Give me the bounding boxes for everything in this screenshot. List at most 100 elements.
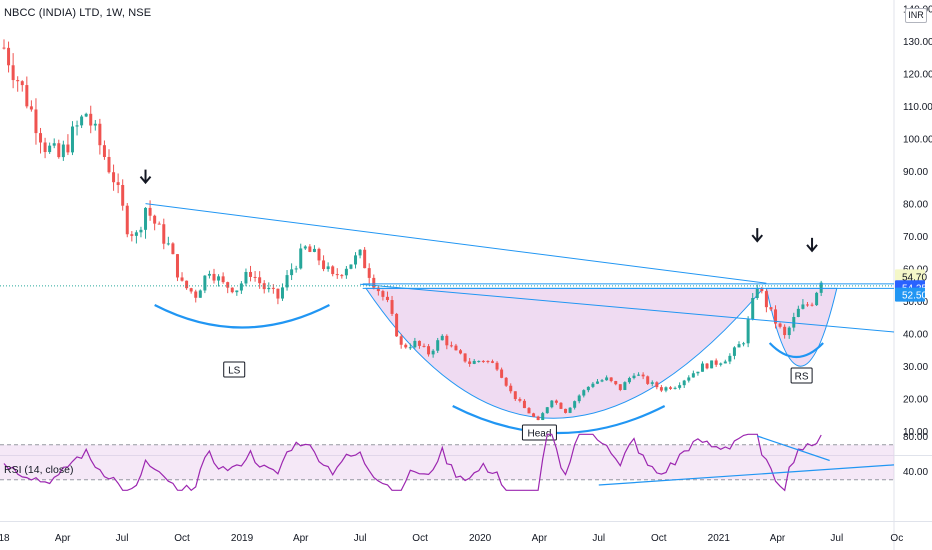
candle-down [175,254,179,278]
candle-down [669,387,673,389]
candle-down [714,360,718,365]
candle-up [436,340,440,351]
candle-up [591,383,595,387]
candle-down [20,81,24,86]
candle-down [66,144,70,153]
price-tick-label: 90.00 [903,167,928,178]
rsi-support-line [598,464,895,486]
candle-up [61,144,65,158]
rsi-tick-label: 80.00 [903,432,928,443]
candle-down [102,145,106,157]
candle-down [57,143,61,158]
candle-up [75,125,79,127]
price-tick-label: 120.00 [903,70,932,81]
candle-down [226,282,230,288]
candle-up [217,276,221,281]
candle-up [166,243,170,245]
candle-up [568,407,572,413]
left-shoulder-arc [154,304,330,329]
candle-down [372,277,376,288]
candle-down [107,156,111,173]
candle-down [98,123,102,146]
peak-arrow-icon [751,234,764,243]
candle-down [427,346,431,355]
rsi-pane: 80.00 40.00 [0,432,928,492]
candle-down [705,363,709,369]
candle-down [449,345,453,347]
candle-down [258,277,262,284]
candle-down [221,276,225,283]
candle-down [212,273,216,281]
rs-pattern-fill [765,287,838,367]
candle-down [536,416,540,421]
candle-down [805,304,809,306]
time-tick-label: Jul [830,533,843,544]
candle-up [354,255,358,265]
candle-up [650,382,654,384]
pattern-drawings [365,287,838,419]
price-tick-label: 30.00 [903,362,928,373]
candle-up [691,373,695,378]
candle-up [796,308,800,317]
candle-up [710,360,714,369]
candle-up [303,246,307,249]
candle-down [162,224,166,244]
candle-up [637,374,641,376]
time-tick-label: 2021 [708,533,731,544]
price-tick-label: 20.00 [903,395,928,406]
candle-up [294,268,298,270]
descending-trendline [145,203,767,284]
price-label-text: 52.50 [902,291,927,302]
candle-down [468,361,472,364]
candle-up [349,264,353,269]
candle-up [203,275,207,291]
candle-down [376,287,380,292]
rsi-tick-label: 40.00 [903,467,928,478]
candle-up [582,390,586,396]
candle-down [509,385,513,392]
candle-down [335,274,339,276]
trendlines [0,203,895,333]
candle-up [52,143,56,146]
candle-up [623,382,627,390]
candle-up [595,381,599,384]
currency-badge[interactable]: INR [905,8,927,23]
candle-down [399,336,403,345]
candle-down [367,268,371,278]
candle-down [445,335,449,346]
candle-up [792,316,796,328]
candle-down [253,276,257,278]
candle-up [700,363,704,372]
candle-down [112,172,116,183]
candle-up [139,229,143,233]
candle-down [532,413,536,417]
candle-up [577,395,581,402]
candle-up [787,327,791,336]
candle-down [194,291,198,298]
candle-up [600,380,604,382]
candle-up [550,400,554,408]
rsi-title: RSI (14, close) [4,464,74,476]
candle-down [422,345,426,347]
candle-down [778,323,782,327]
candle-down [89,113,93,126]
candle-up [326,266,330,270]
candle-up [472,360,476,364]
candle-down [171,243,175,255]
candle-up [431,350,435,355]
price-tick-label: 50.00 [903,297,928,308]
time-tick-label: Apr [293,533,309,544]
candle-down [11,65,15,81]
candle-down [554,400,558,403]
candle-down [130,234,134,236]
candle-up [723,361,727,364]
candle-down [230,287,234,293]
time-axis: 18 Apr Jul Oct 2019 Apr Jul Oct 2020 Apr Jul Oct 202… [0,533,903,544]
candle-up [312,248,316,252]
candle-down [518,399,522,401]
candle-up [664,387,668,391]
candle-down [609,377,613,382]
candle-down [527,408,531,414]
candle-down [276,288,280,299]
candle-down [559,402,563,409]
